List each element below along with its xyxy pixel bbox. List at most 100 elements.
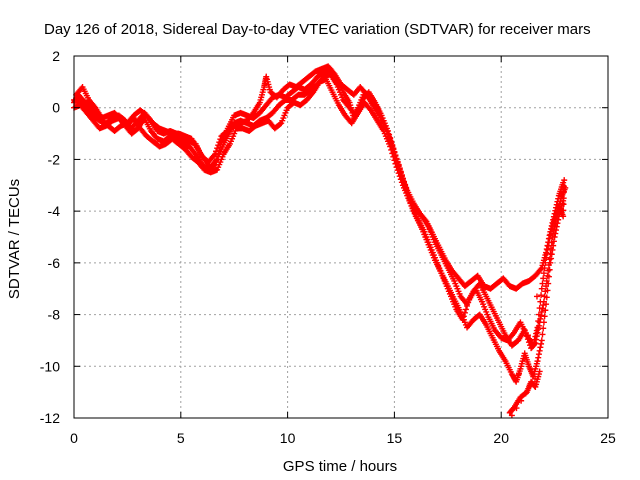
data-point <box>515 371 522 378</box>
data-point <box>406 196 413 203</box>
data-point <box>508 412 515 419</box>
data-point <box>396 165 403 172</box>
data-point <box>211 151 218 158</box>
data-point <box>330 69 337 76</box>
data-point <box>390 146 397 153</box>
data-point <box>509 330 516 337</box>
data-point <box>543 301 550 308</box>
data-point <box>191 149 198 156</box>
data-point <box>405 192 412 199</box>
data-point <box>459 316 466 323</box>
data-point <box>215 142 222 149</box>
data-point <box>91 103 98 110</box>
data-point <box>464 302 471 309</box>
data-point <box>553 227 560 234</box>
data-point <box>555 195 562 202</box>
data-point <box>545 280 552 287</box>
data-point <box>554 220 561 227</box>
data-point <box>210 152 217 159</box>
data-point <box>537 266 544 273</box>
data-point <box>537 298 544 305</box>
data-point <box>216 139 223 146</box>
data-point <box>524 332 531 339</box>
data-point <box>538 285 545 292</box>
data-point <box>560 201 567 208</box>
data-point <box>535 351 542 358</box>
data-point <box>392 152 399 159</box>
data-point <box>536 347 543 354</box>
x-tick-label: 5 <box>177 430 185 446</box>
data-point <box>399 175 406 182</box>
data-point <box>388 140 395 147</box>
x-tick-label: 10 <box>280 430 296 446</box>
data-point <box>541 313 548 320</box>
data-point <box>532 375 539 382</box>
data-point <box>534 358 541 365</box>
data-point <box>387 137 394 144</box>
data-point <box>217 136 224 143</box>
y-tick-label: 2 <box>52 48 60 64</box>
data-point <box>535 311 542 318</box>
data-point <box>462 306 469 313</box>
data-point <box>532 333 539 340</box>
data-point <box>389 143 396 150</box>
data-point <box>543 250 550 257</box>
data-point <box>543 254 550 261</box>
data-point <box>533 293 540 300</box>
data-point <box>561 177 568 184</box>
data-point <box>527 383 534 390</box>
data-point <box>542 307 549 314</box>
data-point <box>538 292 545 299</box>
data-point <box>538 340 545 347</box>
data-point <box>398 171 405 178</box>
x-tick-label: 25 <box>600 430 616 446</box>
data-point <box>545 239 552 246</box>
data-point <box>554 198 561 205</box>
data-point <box>540 319 547 326</box>
data-point <box>518 397 525 404</box>
data-point <box>543 294 550 301</box>
data-point <box>552 215 559 222</box>
data-point <box>552 230 559 237</box>
data-point <box>534 324 541 331</box>
data-point <box>366 106 373 113</box>
data-point <box>401 178 408 185</box>
data-point <box>362 90 369 97</box>
data-points <box>71 63 569 419</box>
plot-frame <box>73 55 609 419</box>
y-axis-label: SDTVAR / TECUs <box>6 179 23 299</box>
chart-title: Day 126 of 2018, Sidereal Day-to-day VTE… <box>44 21 591 38</box>
data-point <box>533 327 540 334</box>
data-point <box>540 270 547 277</box>
data-point <box>536 368 543 375</box>
data-point <box>537 344 544 351</box>
x-axis-label: GPS time / hours <box>283 458 397 475</box>
data-point <box>561 183 568 190</box>
data-point <box>395 161 402 168</box>
data-point <box>538 337 545 344</box>
y-tick-label: -6 <box>48 255 61 271</box>
data-point <box>210 162 217 169</box>
data-point <box>461 309 468 316</box>
data-point <box>386 134 393 141</box>
data-point <box>382 125 389 132</box>
data-point <box>548 255 555 262</box>
data-point <box>214 145 221 152</box>
y-tick-label: -12 <box>40 410 60 426</box>
series-trace-c <box>73 76 567 385</box>
data-point <box>544 287 551 294</box>
data-point <box>530 342 537 349</box>
data-point <box>146 116 153 123</box>
data-point <box>540 275 547 282</box>
data-point <box>533 330 540 337</box>
y-tick-label: -8 <box>48 307 61 323</box>
data-point <box>560 213 567 220</box>
data-point <box>407 199 414 206</box>
data-point <box>249 111 256 118</box>
data-point <box>535 354 542 361</box>
data-point <box>213 148 220 155</box>
data-point <box>391 149 398 156</box>
data-point <box>560 189 567 196</box>
grid <box>74 56 608 418</box>
